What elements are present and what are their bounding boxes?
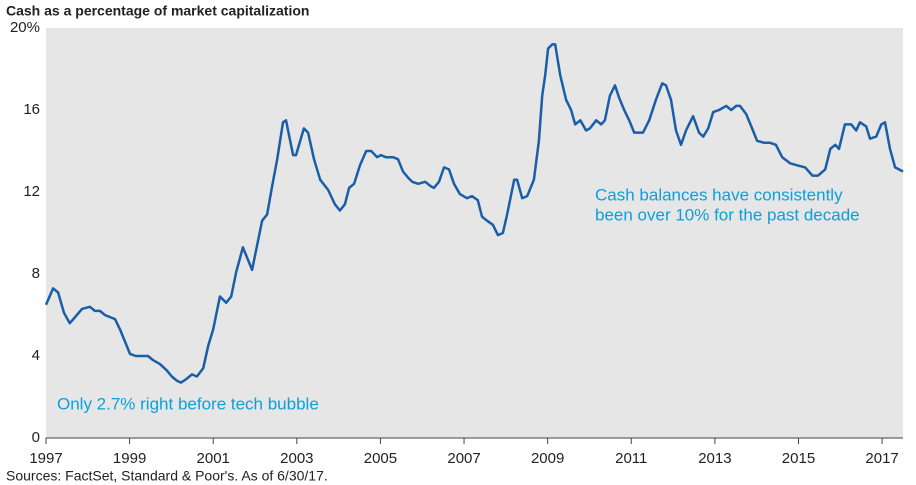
- x-tick-label: 2017: [865, 450, 898, 467]
- x-tick-label: 2013: [698, 450, 731, 467]
- x-tick-label: 2001: [197, 450, 230, 467]
- y-tick-label: 16: [23, 101, 40, 118]
- x-tick-label: 2003: [280, 450, 313, 467]
- x-tick-label: 2007: [447, 450, 480, 467]
- chart-title: Cash as a percentage of market capitaliz…: [6, 3, 309, 19]
- x-tick-label: 2009: [531, 450, 564, 467]
- x-tick-label: 1997: [29, 450, 62, 467]
- annotation: Cash balances have consistently: [595, 185, 843, 204]
- source-note: Sources: FactSet, Standard & Poor's. As …: [6, 468, 328, 484]
- y-tick-label: 0: [32, 429, 40, 446]
- y-tick-label: 4: [32, 347, 40, 364]
- plot-background: [46, 28, 903, 438]
- y-tick-label: 20%: [10, 19, 40, 36]
- y-tick-label: 8: [32, 265, 40, 282]
- annotation: been over 10% for the past decade: [595, 205, 860, 224]
- x-tick-label: 2011: [615, 450, 647, 467]
- x-tick-label: 1999: [113, 450, 146, 467]
- x-tick-label: 2015: [782, 450, 815, 467]
- y-tick-label: 12: [23, 183, 40, 200]
- annotation: Only 2.7% right before tech bubble: [57, 394, 319, 413]
- x-tick-label: 2005: [364, 450, 397, 467]
- data-line: [44, 43, 904, 384]
